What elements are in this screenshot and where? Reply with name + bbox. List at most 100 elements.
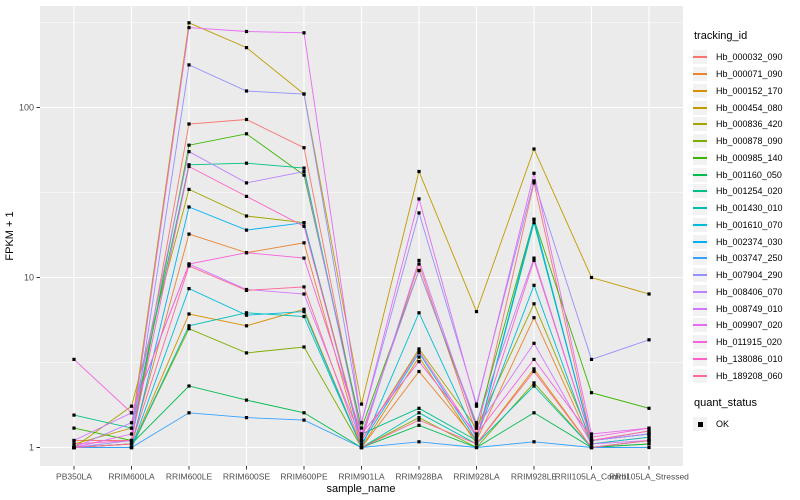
legend-key-box bbox=[693, 417, 707, 432]
data-point bbox=[187, 150, 191, 154]
data-point bbox=[187, 122, 191, 126]
legend-key-line-icon bbox=[693, 56, 707, 59]
data-point bbox=[187, 384, 191, 388]
data-point bbox=[244, 46, 249, 50]
legend-item-label: OK bbox=[716, 419, 730, 430]
legend-item: Hb_001430_010 bbox=[693, 200, 783, 217]
legend-item-label: Hb_001254_020 bbox=[716, 186, 783, 197]
data-point bbox=[302, 241, 306, 245]
legend-key-box bbox=[693, 217, 707, 232]
legend-item-label: Hb_001160_050 bbox=[716, 169, 782, 180]
legend-item: Hb_008749_010 bbox=[693, 300, 783, 317]
data-point bbox=[244, 214, 249, 218]
data-point bbox=[532, 367, 536, 371]
y-tick-label: 1 bbox=[29, 443, 34, 453]
data-point bbox=[474, 423, 479, 427]
data-point bbox=[474, 426, 479, 430]
legend-item-label: Hb_000071_090 bbox=[716, 69, 783, 80]
data-point bbox=[187, 327, 191, 331]
data-point bbox=[532, 283, 536, 287]
data-point bbox=[187, 287, 191, 291]
legend-item-label: Hb_008406_070 bbox=[716, 286, 783, 297]
series-points bbox=[72, 21, 651, 450]
data-point bbox=[129, 438, 134, 443]
data-point bbox=[474, 442, 479, 446]
data-point bbox=[302, 146, 306, 150]
legend-key-box bbox=[693, 268, 707, 283]
legend-key-line-icon bbox=[693, 307, 707, 310]
legend-item-label: Hb_009907_020 bbox=[716, 320, 783, 331]
legend-item-label: Hb_000985_140 bbox=[716, 152, 783, 163]
data-point bbox=[302, 224, 306, 228]
data-point bbox=[187, 312, 191, 316]
legend-item-label: Hb_001430_010 bbox=[716, 203, 783, 214]
data-point bbox=[417, 351, 421, 355]
data-point bbox=[244, 194, 249, 198]
legend-key-line-icon bbox=[693, 173, 707, 176]
data-point bbox=[187, 163, 191, 167]
legend-item: Hb_138086_010 bbox=[693, 351, 783, 368]
data-point bbox=[187, 26, 191, 30]
data-point bbox=[302, 314, 306, 319]
data-point bbox=[187, 187, 191, 191]
data-point bbox=[302, 221, 306, 225]
data-point bbox=[474, 404, 479, 408]
axis-ticks bbox=[36, 107, 650, 470]
data-point bbox=[532, 384, 536, 388]
legend-item: Hb_001610_070 bbox=[693, 217, 783, 234]
data-point bbox=[589, 445, 594, 450]
data-point bbox=[647, 445, 651, 450]
legend-key-box bbox=[693, 234, 707, 249]
data-point bbox=[129, 411, 134, 415]
data-point bbox=[417, 258, 421, 262]
data-point bbox=[129, 432, 134, 436]
data-point bbox=[302, 307, 306, 311]
legend2-title: quant_status bbox=[694, 397, 757, 409]
legend-item-ok: OK bbox=[693, 416, 757, 433]
data-point bbox=[474, 438, 479, 443]
legend-item: Hb_001254_020 bbox=[693, 183, 783, 200]
legend-item-label: Hb_007904_290 bbox=[716, 270, 783, 281]
legend-item: Hb_011915_020 bbox=[693, 334, 783, 351]
legend-title: tracking_id bbox=[694, 30, 748, 42]
data-point bbox=[474, 432, 479, 436]
data-point bbox=[647, 406, 651, 410]
data-point bbox=[532, 179, 536, 183]
data-point bbox=[417, 369, 421, 374]
data-point bbox=[359, 432, 364, 436]
data-point bbox=[244, 351, 249, 355]
x-tick-label: PB350LA bbox=[56, 472, 92, 482]
legend-item: Hb_000454_080 bbox=[693, 99, 783, 116]
data-point bbox=[72, 445, 76, 450]
legend-item: Hb_003747_250 bbox=[693, 250, 783, 267]
data-point bbox=[244, 288, 249, 292]
data-point bbox=[532, 256, 536, 260]
legend-key-box bbox=[693, 100, 707, 115]
data-point bbox=[187, 264, 191, 268]
legend-item: Hb_000152_170 bbox=[693, 83, 783, 100]
data-point bbox=[244, 311, 249, 315]
legend-item-label: Hb_011915_020 bbox=[716, 337, 782, 348]
data-point bbox=[187, 232, 191, 236]
legend-key-line-icon bbox=[693, 341, 707, 344]
data-point bbox=[474, 421, 479, 425]
legend-key-line-icon bbox=[693, 374, 707, 377]
legend-item-label: Hb_000878_090 bbox=[716, 136, 783, 147]
data-point bbox=[359, 442, 364, 446]
data-point bbox=[187, 324, 191, 328]
data-point bbox=[187, 205, 191, 209]
data-point bbox=[532, 381, 536, 385]
data-point bbox=[72, 413, 76, 417]
data-point bbox=[72, 426, 76, 430]
data-point bbox=[532, 369, 536, 374]
data-point bbox=[244, 132, 249, 136]
legend-item-label: Hb_000032_090 bbox=[716, 52, 783, 63]
data-point bbox=[474, 435, 479, 439]
legend-key-box bbox=[693, 284, 707, 299]
data-point bbox=[417, 360, 421, 364]
data-point bbox=[589, 442, 594, 446]
legend-key-box bbox=[693, 335, 707, 350]
data-point bbox=[302, 418, 306, 422]
legend-key-line-icon bbox=[693, 290, 707, 293]
